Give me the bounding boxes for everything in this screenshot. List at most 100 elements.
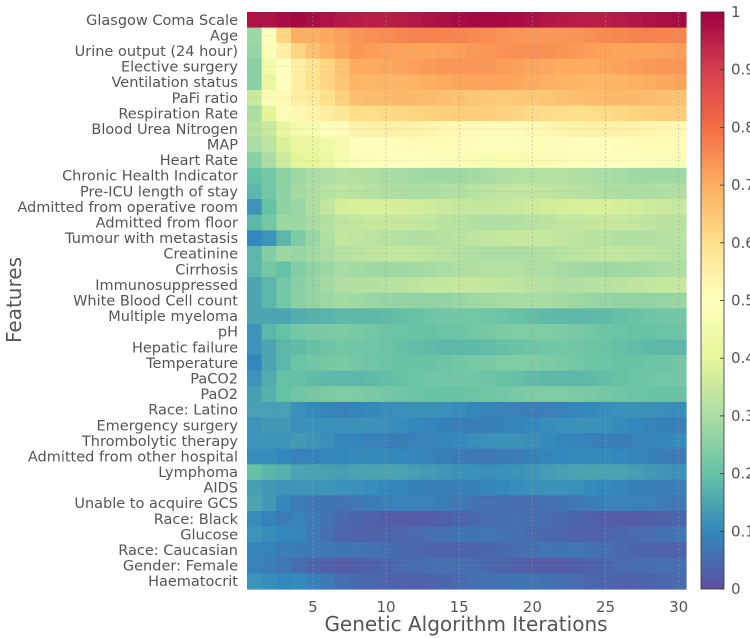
heatmap-cell	[261, 355, 277, 372]
heatmap-cell	[495, 355, 511, 372]
heatmap-cell	[393, 433, 409, 450]
heatmap-cell	[276, 230, 292, 247]
heatmap-cell	[247, 323, 263, 341]
heatmap-cell	[642, 136, 658, 153]
feature-label: Blood Urea Nitrogen	[91, 122, 238, 138]
heatmap-cell	[525, 323, 541, 341]
heatmap-cell	[422, 433, 438, 450]
heatmap-cell	[612, 479, 629, 497]
heatmap-cell	[247, 27, 263, 44]
x-tick-label: 20	[523, 598, 542, 616]
heatmap-cell	[598, 386, 614, 403]
heatmap-cell	[481, 245, 497, 263]
heatmap-cell	[334, 105, 351, 122]
heatmap-cell	[364, 433, 380, 450]
heatmap-cell	[583, 355, 599, 372]
heatmap-cell	[583, 89, 599, 107]
heatmap-cell	[290, 495, 307, 512]
heatmap-cell	[290, 339, 307, 356]
heatmap-cell	[642, 308, 658, 325]
heatmap-cell	[349, 448, 365, 465]
heatmap-cell	[247, 89, 263, 107]
heatmap-cell	[290, 27, 307, 44]
heatmap-cell	[276, 199, 292, 216]
heatmap-cell	[407, 479, 424, 497]
heatmap-cell	[495, 339, 511, 356]
heatmap-cell	[364, 12, 380, 29]
heatmap-cell	[612, 417, 629, 434]
heatmap-cell	[627, 308, 643, 325]
heatmap-cell	[378, 355, 394, 372]
heatmap-cell	[247, 557, 263, 574]
heatmap-cell	[393, 323, 409, 341]
heatmap-cell	[247, 542, 263, 559]
heatmap-cell	[261, 136, 277, 153]
heatmap-cell	[276, 183, 292, 200]
heatmap-cell	[583, 526, 599, 543]
heatmap-cell	[437, 230, 453, 247]
heatmap-cell	[451, 74, 468, 91]
colorbar-tick-label: 0.1	[731, 522, 750, 540]
heatmap-cell	[290, 417, 307, 434]
heatmap-cell	[612, 27, 629, 44]
heatmap-cell	[656, 230, 672, 247]
heatmap-cell	[539, 557, 555, 574]
heatmap-cell	[583, 464, 599, 481]
heatmap-cell	[290, 433, 307, 450]
heatmap-cell	[261, 121, 277, 138]
heatmap-cell	[437, 277, 453, 294]
heatmap-cell	[451, 89, 468, 107]
heatmap-cell	[422, 58, 438, 75]
colorbar-tick-label: 0.8	[731, 118, 750, 136]
heatmap-cell	[393, 511, 409, 528]
heatmap-cell	[539, 245, 555, 263]
heatmap-cell	[422, 464, 438, 481]
heatmap-cell	[627, 370, 643, 387]
feature-label: Emergency surgery	[96, 418, 238, 434]
heatmap-cell	[481, 89, 497, 107]
heatmap-cell	[583, 183, 599, 200]
heatmap-cell	[364, 511, 380, 528]
heatmap-cell	[349, 557, 365, 574]
heatmap-cell	[422, 479, 438, 497]
feature-label: PaCO2	[190, 371, 238, 387]
heatmap-cell	[437, 167, 453, 185]
heatmap-cell	[568, 573, 585, 590]
heatmap-cell	[290, 136, 307, 153]
heatmap-cell	[612, 557, 629, 574]
heatmap-cell	[510, 277, 526, 294]
heatmap-cell	[407, 89, 424, 107]
heatmap-cell	[612, 370, 629, 387]
heatmap-cell	[393, 27, 409, 44]
heatmap-cell	[247, 230, 263, 247]
heatmap-cell	[305, 479, 321, 497]
heatmap-cell	[247, 105, 263, 122]
heatmap-cell	[554, 557, 570, 574]
colorbar-ticks: 0 0.1 0.2 0.3 0.4 0.5 0.6 0.7 0.8 0.9 1	[720, 3, 750, 598]
heatmap-cell	[554, 183, 570, 200]
heatmap-cell	[451, 199, 468, 216]
heatmap-cell	[290, 167, 307, 185]
heatmap-cell	[510, 448, 526, 465]
heatmap-cell	[612, 292, 629, 309]
heatmap-cell	[334, 245, 351, 263]
heatmap-cell	[276, 167, 292, 185]
heatmap-cell	[627, 511, 643, 528]
heatmap-cell	[554, 27, 570, 44]
heatmap-cell	[495, 183, 511, 200]
heatmap-cell	[349, 417, 365, 434]
heatmap-cell	[642, 433, 658, 450]
heatmap-cell	[290, 105, 307, 122]
heatmap-cell	[437, 355, 453, 372]
heatmap-cell	[583, 417, 599, 434]
heatmap-cell	[612, 136, 629, 153]
feature-label: Elective surgery	[121, 60, 238, 76]
heatmap-cell	[261, 479, 277, 497]
heatmap-cell	[437, 573, 453, 590]
heatmap-cell	[349, 43, 365, 60]
heatmap-cell	[393, 89, 409, 107]
heatmap-cell	[364, 339, 380, 356]
heatmap-cell	[349, 152, 365, 169]
heatmap-cell	[627, 479, 643, 497]
